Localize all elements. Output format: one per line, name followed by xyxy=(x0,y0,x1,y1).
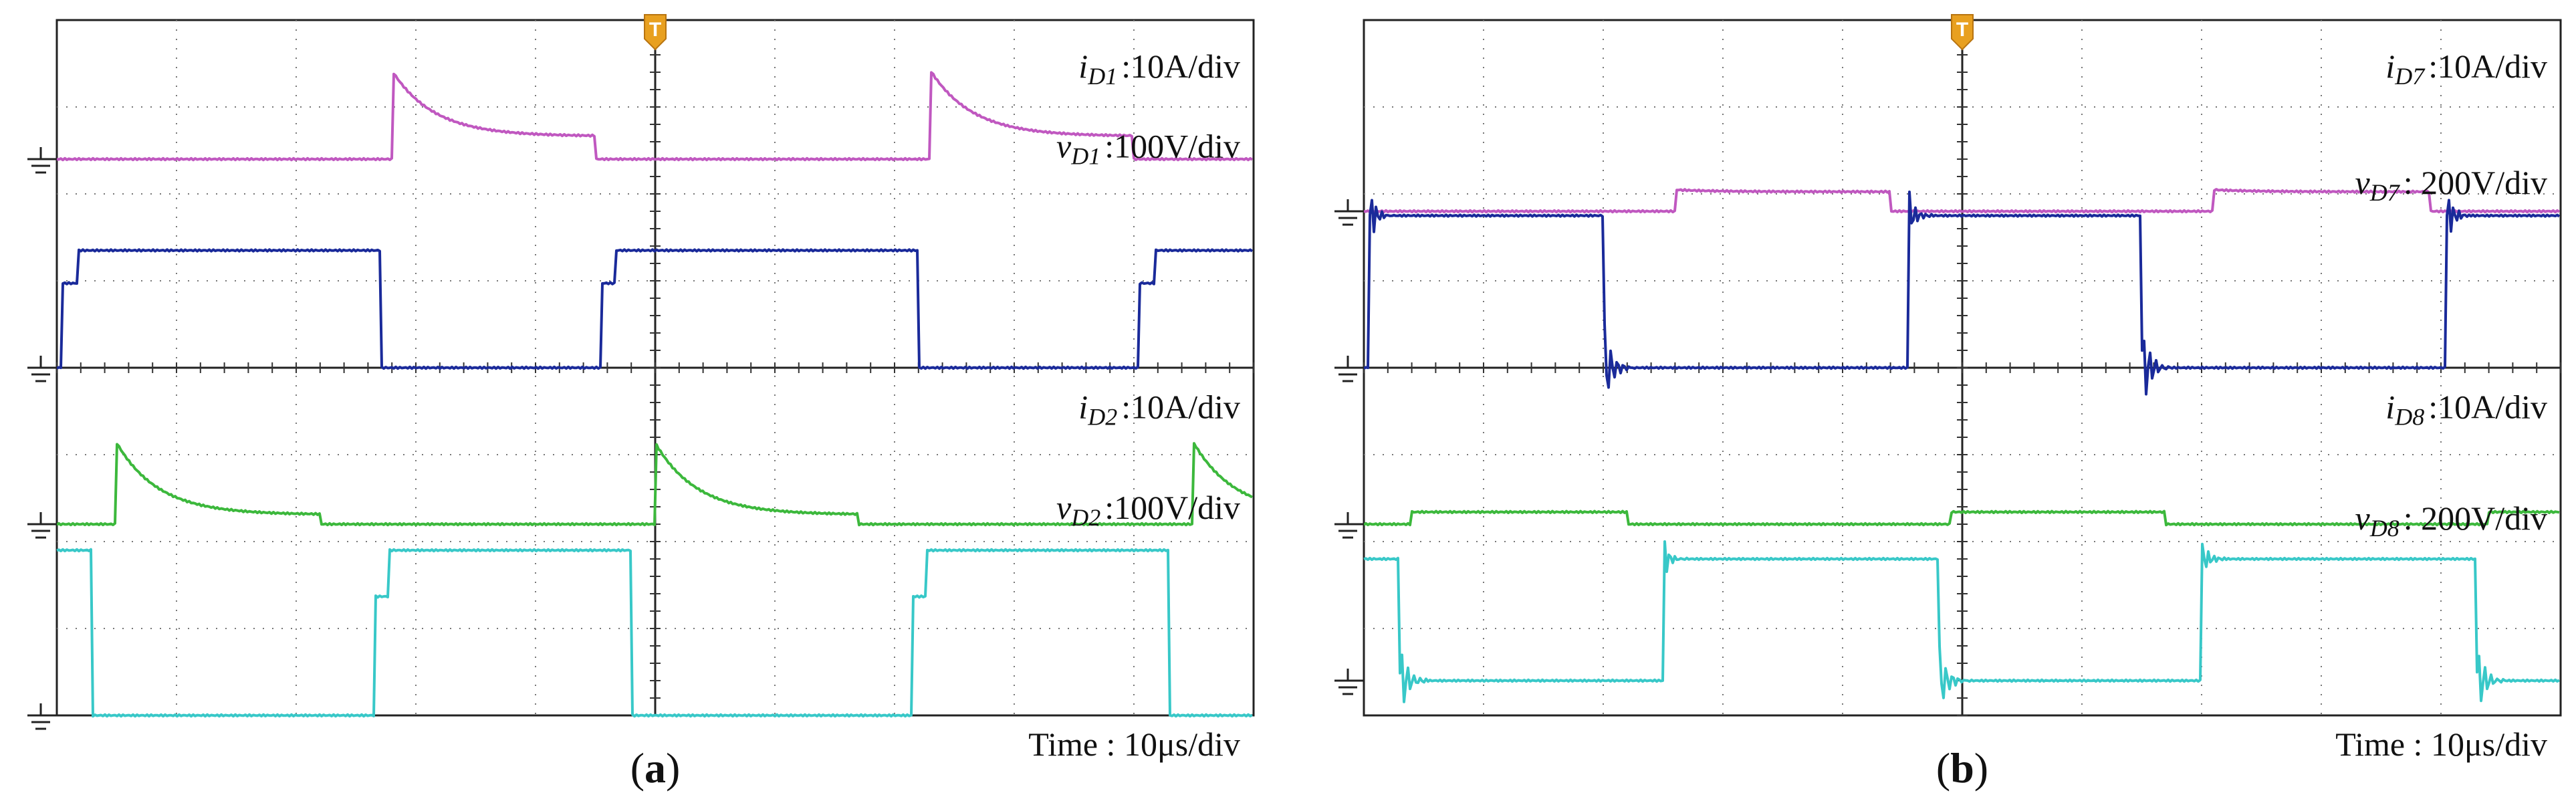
trace-i-d7 xyxy=(1363,188,2561,214)
trace-v-d7 xyxy=(1363,191,2561,396)
channel-symbol: v xyxy=(1056,127,1072,164)
caption-paren: ( xyxy=(1936,744,1950,792)
trigger-marker-label: T xyxy=(1956,19,1968,41)
caption-paren: ) xyxy=(666,744,680,792)
channel-scale: :10A/div xyxy=(1121,388,1240,425)
channel-subscript: D1 xyxy=(1070,142,1100,169)
trace-v-d8 xyxy=(1363,540,2560,703)
channel-label-v-d7: vD7: 200V/div xyxy=(2355,164,2548,206)
time-scale-label: Time : 10μs/div xyxy=(2335,725,2547,763)
channel-label-v-d1: vD1:100V/div xyxy=(1056,127,1240,169)
channel-label-i-d2: iD2:10A/div xyxy=(1078,388,1240,430)
trigger-marker-icon xyxy=(644,14,667,51)
trace-v-d1 xyxy=(56,248,1254,370)
channel-label-v-d2: vD2:100V/div xyxy=(1056,489,1240,531)
trace-i-d8 xyxy=(1363,509,2560,527)
channel-symbol: i xyxy=(1078,47,1088,85)
channel-subscript: D2 xyxy=(1087,403,1117,430)
channel-symbol: v xyxy=(1056,489,1072,526)
channel-scale: :10A/div xyxy=(1121,47,1240,85)
channel-symbol: i xyxy=(1078,388,1088,425)
caption-letter: a xyxy=(645,744,666,792)
caption-paren: ( xyxy=(630,744,645,792)
channel-symbol: i xyxy=(2385,47,2395,85)
channel-scale: : 200V/div xyxy=(2404,164,2547,201)
trigger-marker-label: T xyxy=(649,19,661,41)
panel-caption: (a) xyxy=(630,744,681,792)
channel-scale: :10A/div xyxy=(2428,388,2547,425)
channel-subscript: D7 xyxy=(2394,63,2426,90)
trace-i-d2 xyxy=(55,442,1254,527)
channel-scale: :10A/div xyxy=(2428,47,2547,85)
scope-panel-a: TiD1:10A/divvD1:100V/diviD2:10A/divvD2:1… xyxy=(27,14,1255,792)
channel-label-i-d7: iD7:10A/div xyxy=(2385,47,2547,90)
channel-subscript: D1 xyxy=(1087,63,1117,90)
caption-letter: b xyxy=(1950,744,1974,792)
channel-scale: :100V/div xyxy=(1104,489,1240,526)
caption-paren: ) xyxy=(1974,744,1988,792)
channel-label-v-d8: vD8: 200V/div xyxy=(2355,499,2548,542)
channel-label-i-d8: iD8:10A/div xyxy=(2385,388,2547,430)
channel-subscript: D7 xyxy=(2369,179,2401,206)
trace-i-d1 xyxy=(56,71,1254,162)
channel-subscript: D8 xyxy=(2369,515,2399,542)
panel-caption: (b) xyxy=(1936,744,1988,792)
trace-v-d2 xyxy=(56,548,1253,718)
channel-label-i-d1: iD1:10A/div xyxy=(1078,47,1240,90)
channel-scale: : 200V/div xyxy=(2404,499,2547,537)
trigger-marker-icon xyxy=(1951,14,1974,51)
channel-symbol: v xyxy=(2355,499,2371,537)
channel-symbol: v xyxy=(2355,164,2371,201)
channel-subscript: D8 xyxy=(2394,403,2424,430)
channel-symbol: i xyxy=(2385,388,2395,425)
time-scale-label: Time : 10μs/div xyxy=(1028,725,1240,763)
channel-subscript: D2 xyxy=(1070,504,1100,531)
channel-scale: :100V/div xyxy=(1104,127,1240,164)
